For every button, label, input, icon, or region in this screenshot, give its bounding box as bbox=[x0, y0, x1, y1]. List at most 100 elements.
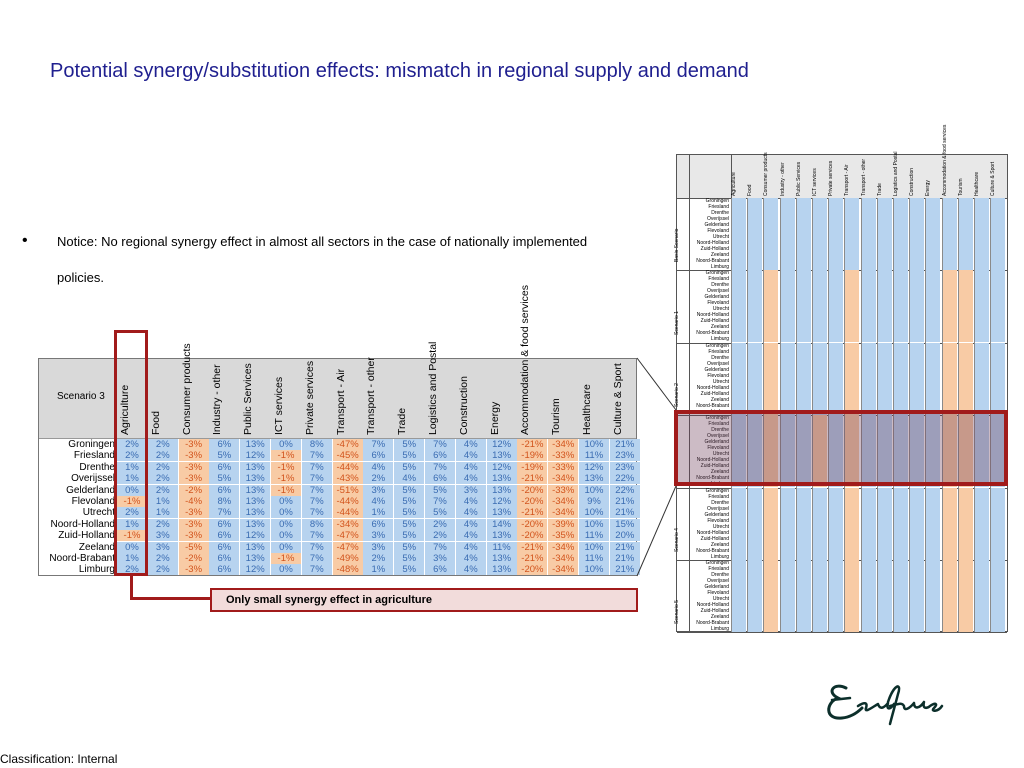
table-cell: -4% bbox=[178, 496, 209, 507]
overview-region-name: Groningen bbox=[705, 487, 729, 494]
overview-region-name: Noord-Holland bbox=[696, 240, 729, 246]
overview-region-names: Groningen Friesland Drenthe Overijssel Gelde… bbox=[689, 342, 732, 416]
column-header-label: Transport - Air bbox=[334, 368, 347, 435]
overview-cell bbox=[894, 204, 908, 210]
overview-cell bbox=[958, 246, 973, 252]
overview-cell bbox=[732, 264, 746, 270]
overview-cell bbox=[861, 318, 876, 325]
overview-cell bbox=[829, 402, 844, 409]
overview-gridline bbox=[909, 487, 911, 560]
overview-cell bbox=[877, 493, 892, 500]
overview-cell bbox=[829, 439, 844, 446]
table-cell: 4% bbox=[455, 518, 486, 530]
overview-cell bbox=[845, 493, 860, 500]
overview-cell bbox=[894, 390, 908, 397]
overview-cell bbox=[942, 390, 957, 397]
overview-cell bbox=[829, 578, 844, 584]
table-cell: 6% bbox=[209, 541, 240, 553]
overview-cell bbox=[926, 578, 941, 584]
overview-cell bbox=[894, 427, 908, 434]
overview-cell bbox=[796, 620, 811, 626]
overview-cell bbox=[748, 210, 763, 216]
table-cell: -3% bbox=[178, 530, 209, 542]
overview-cell bbox=[796, 421, 811, 428]
overview-cell bbox=[991, 336, 1006, 343]
overview-cell bbox=[796, 216, 811, 222]
overview-cell bbox=[958, 463, 973, 470]
overview-cell bbox=[748, 463, 763, 470]
overview-cell bbox=[975, 511, 989, 518]
overview-cell bbox=[910, 523, 925, 530]
overview-cell bbox=[926, 210, 941, 216]
overview-cell bbox=[942, 517, 957, 524]
overview-cell bbox=[796, 523, 811, 530]
overview-cell bbox=[991, 216, 1006, 222]
overview-cell bbox=[732, 608, 746, 614]
table-cell: 7% bbox=[425, 461, 455, 473]
overview-cell bbox=[926, 427, 941, 434]
overview-cell bbox=[958, 210, 973, 216]
overview-cell bbox=[845, 378, 860, 385]
overview-cell bbox=[780, 560, 795, 566]
overview-cell bbox=[877, 270, 892, 277]
table-cell: 3% bbox=[147, 541, 178, 553]
overview-cell bbox=[894, 282, 908, 289]
overview-gridline bbox=[844, 270, 846, 343]
overview-cell bbox=[813, 523, 827, 530]
overview-cell bbox=[732, 270, 746, 277]
overview-cell bbox=[732, 258, 746, 264]
overview-cell bbox=[796, 602, 811, 608]
overview-region-name: Groningen bbox=[705, 342, 729, 349]
overview-cell bbox=[796, 608, 811, 614]
overview-cell bbox=[975, 475, 989, 482]
overview-cell bbox=[780, 523, 795, 530]
overview-cell bbox=[926, 390, 941, 397]
overview-region-name: Limburg bbox=[710, 264, 729, 270]
overview-gridline bbox=[844, 342, 846, 416]
overview-gridline bbox=[844, 560, 846, 633]
table-cell: -33% bbox=[548, 461, 579, 473]
overview-cell bbox=[732, 463, 746, 470]
overview-cell bbox=[780, 210, 795, 216]
overview-column-label: Construction bbox=[909, 167, 916, 196]
overview-cell bbox=[942, 270, 957, 277]
overview-cell bbox=[861, 258, 876, 264]
overview-cell bbox=[910, 487, 925, 494]
overview-region-name: Gelderland bbox=[704, 439, 729, 446]
overview-cell bbox=[780, 469, 795, 476]
table-cell: -5% bbox=[178, 541, 209, 553]
overview-cell bbox=[910, 300, 925, 307]
erasmus-logo bbox=[827, 684, 944, 726]
overview-cell bbox=[910, 578, 925, 584]
overview-cell bbox=[861, 246, 876, 252]
overview-cell bbox=[829, 535, 844, 542]
overview-cell bbox=[764, 264, 779, 270]
overview-cell bbox=[796, 372, 811, 379]
overview-cell bbox=[942, 493, 957, 500]
overview-cell bbox=[877, 523, 892, 530]
overview-cell bbox=[958, 578, 973, 584]
overview-cell bbox=[829, 493, 844, 500]
overview-cell bbox=[958, 469, 973, 476]
overview-cell bbox=[764, 578, 779, 584]
column-header: Accommodation & food services bbox=[519, 285, 539, 437]
overview-cell bbox=[813, 511, 827, 518]
overview-cell bbox=[926, 234, 941, 240]
overview-cell bbox=[926, 378, 941, 385]
overview-gridline bbox=[909, 198, 911, 271]
overview-cell bbox=[829, 523, 844, 530]
table-cell: 4% bbox=[455, 530, 486, 542]
overview-cell bbox=[991, 252, 1006, 258]
table-cell: 13% bbox=[240, 518, 271, 530]
overview-cell bbox=[845, 529, 860, 536]
overview-region-name: Limburg bbox=[710, 553, 729, 560]
overview-cell bbox=[732, 402, 746, 409]
overview-cell bbox=[991, 324, 1006, 331]
overview-cell bbox=[894, 330, 908, 337]
overview-cell bbox=[780, 282, 795, 289]
overview-cell bbox=[861, 439, 876, 446]
overview-column-header: Industry - other bbox=[780, 155, 796, 198]
overview-cell bbox=[926, 614, 941, 620]
overview-cell bbox=[861, 566, 876, 572]
table-scenario-label: Scenario 3 bbox=[57, 391, 105, 402]
